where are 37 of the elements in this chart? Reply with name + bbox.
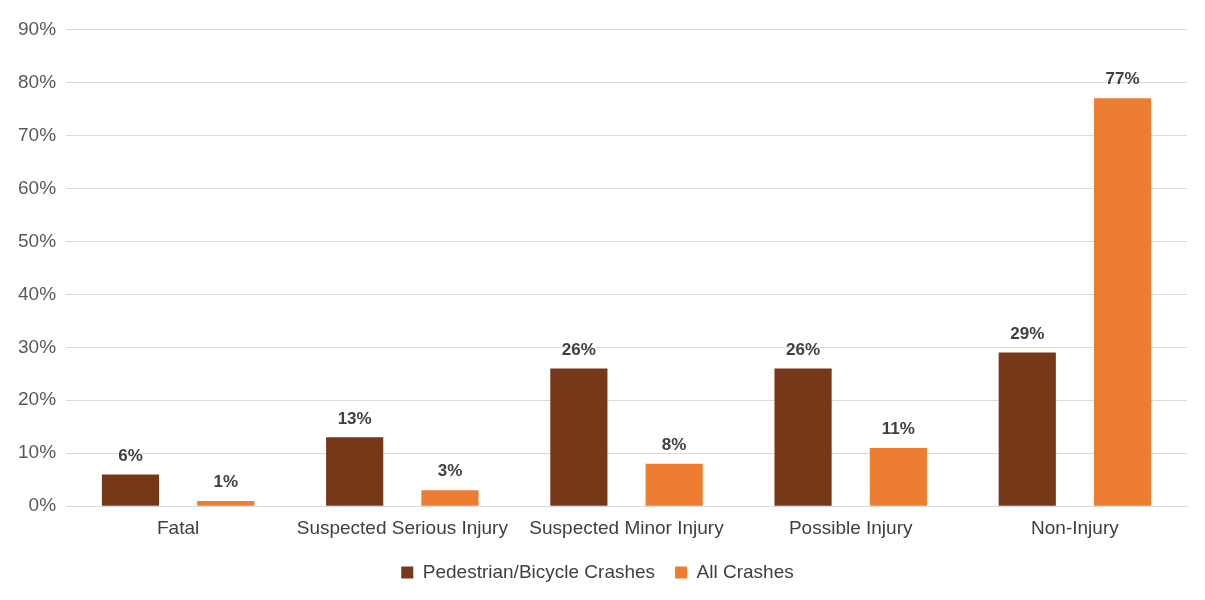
y-tick-label: 0%	[28, 494, 57, 516]
x-tick-label: Suspected Minor Injury	[529, 516, 725, 538]
data-label: 8%	[661, 435, 687, 455]
y-tick-label: 30%	[18, 335, 57, 357]
data-label: 77%	[1105, 69, 1140, 89]
y-tick-label: 10%	[18, 441, 57, 463]
legend-label: All Crashes	[696, 560, 794, 582]
data-label: 13%	[337, 408, 372, 428]
y-tick-label: 90%	[18, 17, 57, 39]
y-tick-label: 70%	[18, 123, 57, 145]
data-label: 26%	[561, 339, 596, 359]
data-label: 3%	[437, 461, 463, 481]
bar	[550, 368, 608, 506]
data-label: 6%	[118, 445, 143, 465]
x-tick-label: Possible Injury	[788, 516, 913, 538]
data-label: 29%	[1010, 323, 1045, 343]
y-tick-label: 40%	[18, 282, 57, 304]
y-tick-label: 50%	[18, 229, 57, 251]
bar	[645, 463, 703, 506]
data-label: 26%	[786, 339, 821, 359]
bar	[421, 490, 479, 506]
bar	[998, 352, 1056, 506]
y-tick-label: 20%	[18, 388, 57, 410]
x-tick-label: Suspected Serious Injury	[296, 516, 509, 538]
bar	[774, 368, 832, 506]
bar	[869, 447, 927, 506]
x-tick-label: Non-Injury	[1031, 516, 1120, 538]
y-tick-label: 80%	[18, 70, 57, 92]
legend-label: Pedestrian/Bicycle Crashes	[422, 560, 656, 582]
bar	[101, 474, 160, 506]
bar	[1093, 98, 1152, 506]
x-tick-label: Fatal	[157, 516, 200, 538]
bar	[197, 500, 255, 506]
y-tick-label: 60%	[18, 176, 57, 198]
data-label: 11%	[881, 419, 915, 439]
data-label: 1%	[213, 472, 239, 492]
bar	[326, 437, 384, 506]
